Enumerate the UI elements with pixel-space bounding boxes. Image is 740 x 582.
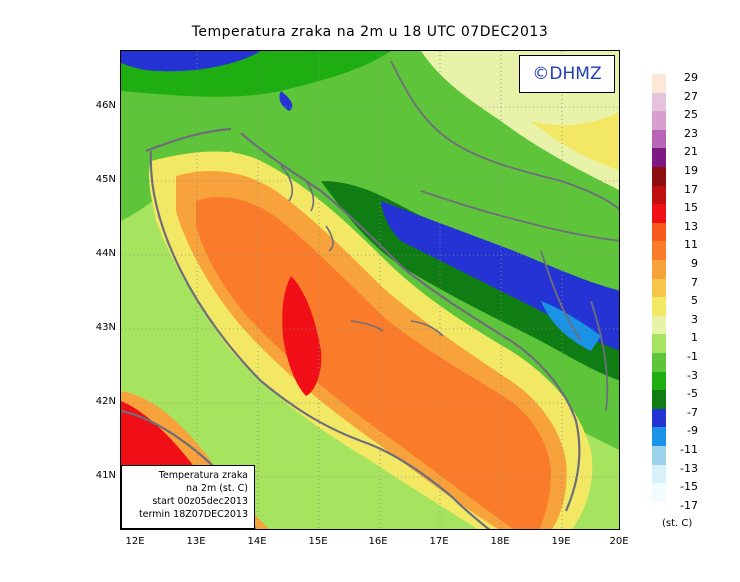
- legend-swatch: [652, 390, 666, 409]
- lat-label: 41N: [95, 470, 116, 481]
- adriatic-central: [196, 197, 551, 529]
- legend-label: -9: [687, 424, 698, 438]
- legend-label: -11: [680, 443, 698, 456]
- legend-swatch: [652, 260, 666, 279]
- legend-label: 13: [684, 219, 698, 233]
- legend-label: -3: [687, 368, 698, 382]
- temperature-field: [121, 51, 619, 529]
- legend-swatch: [652, 353, 666, 372]
- legend-label: -5: [687, 387, 698, 401]
- legend-label: 21: [684, 145, 698, 159]
- lat-label: 45N: [95, 174, 116, 185]
- legend-label: 11: [684, 238, 698, 252]
- legend-label: 29: [684, 71, 698, 84]
- legend-swatch: [652, 204, 666, 223]
- adriatic-hotspot: [282, 276, 322, 396]
- legend-swatch: [652, 446, 666, 465]
- legend-label: 17: [684, 182, 698, 196]
- lon-label: 15E: [308, 536, 328, 547]
- lat-lon-grid: [121, 51, 619, 529]
- legend-label: -1: [687, 350, 698, 363]
- legend-swatch: [652, 408, 666, 428]
- legend-label: -15: [680, 480, 698, 494]
- info-line-1: Temperatura zraka: [158, 470, 248, 481]
- legend-swatch: [652, 501, 666, 521]
- lat-label: 44N: [95, 248, 116, 259]
- legend-label: -7: [687, 405, 698, 419]
- legend-swatch: [652, 427, 666, 446]
- map-title: Temperatura zraka na 2m u 18 UTC 07DEC20…: [191, 24, 549, 40]
- legend-label: 7: [691, 275, 698, 289]
- legend-unit: (st. C): [662, 518, 693, 529]
- legend-swatch: [652, 74, 666, 93]
- legend-label: 9: [691, 257, 698, 270]
- lon-label: 16E: [368, 536, 388, 547]
- legend-label: 3: [691, 312, 698, 326]
- legend-label: 15: [684, 201, 698, 215]
- legend-swatch: [652, 241, 666, 260]
- legend-label: 1: [691, 331, 698, 345]
- info-box: Temperatura zraka na 2m (st. C) start 00…: [121, 465, 255, 529]
- legend-swatch: [652, 185, 666, 205]
- cold-patch: [279, 91, 293, 111]
- legend-label: 27: [684, 89, 698, 103]
- info-line-3: start 00z05dec2013: [152, 496, 248, 507]
- lat-label: 43N: [95, 322, 116, 333]
- legend-swatch: [652, 148, 666, 167]
- legend-swatch: [652, 222, 666, 242]
- legend-swatch: [652, 334, 666, 353]
- temperature-map: ©DHMZ Temperatura zraka na 2m (st. C) st…: [120, 50, 620, 530]
- islands: [280, 165, 444, 337]
- lon-label: 18E: [490, 536, 510, 547]
- dhmz-logo: ©DHMZ: [519, 55, 615, 93]
- legend-swatch: [652, 371, 666, 391]
- legend-label: -13: [680, 461, 698, 475]
- lon-label: 19E: [551, 536, 571, 547]
- lat-label: 42N: [95, 396, 116, 407]
- warm-plain: [531, 111, 619, 171]
- legend-swatch: [652, 315, 666, 335]
- legend-label: 19: [684, 164, 698, 177]
- alps-very-cold: [121, 51, 261, 72]
- legend-label: 23: [684, 126, 698, 140]
- legend-swatch: [652, 111, 666, 130]
- legend-swatch: [652, 278, 666, 298]
- lon-label: 17E: [429, 536, 449, 547]
- country-borders: [390, 60, 619, 412]
- legend-label: 5: [691, 294, 698, 308]
- italian-coastline: [149, 150, 491, 529]
- lon-label: 20E: [609, 536, 629, 547]
- lon-label: 13E: [186, 536, 206, 547]
- legend-swatch: [652, 464, 666, 484]
- lon-label: 14E: [247, 536, 267, 547]
- legend-label: -17: [680, 498, 698, 512]
- legend-label: 25: [684, 108, 698, 122]
- lon-label: 12E: [125, 536, 145, 547]
- eastern-coastline: [145, 127, 581, 512]
- legend-swatch: [652, 167, 666, 186]
- legend-swatch: [652, 129, 666, 149]
- legend-swatch: [652, 483, 666, 502]
- info-line-4: termin 18Z07DEC2013: [138, 509, 248, 520]
- legend-swatch: [652, 92, 666, 112]
- lat-label: 46N: [95, 100, 116, 111]
- legend-swatch: [652, 297, 666, 316]
- info-line-2: na 2m (st. C): [186, 483, 248, 494]
